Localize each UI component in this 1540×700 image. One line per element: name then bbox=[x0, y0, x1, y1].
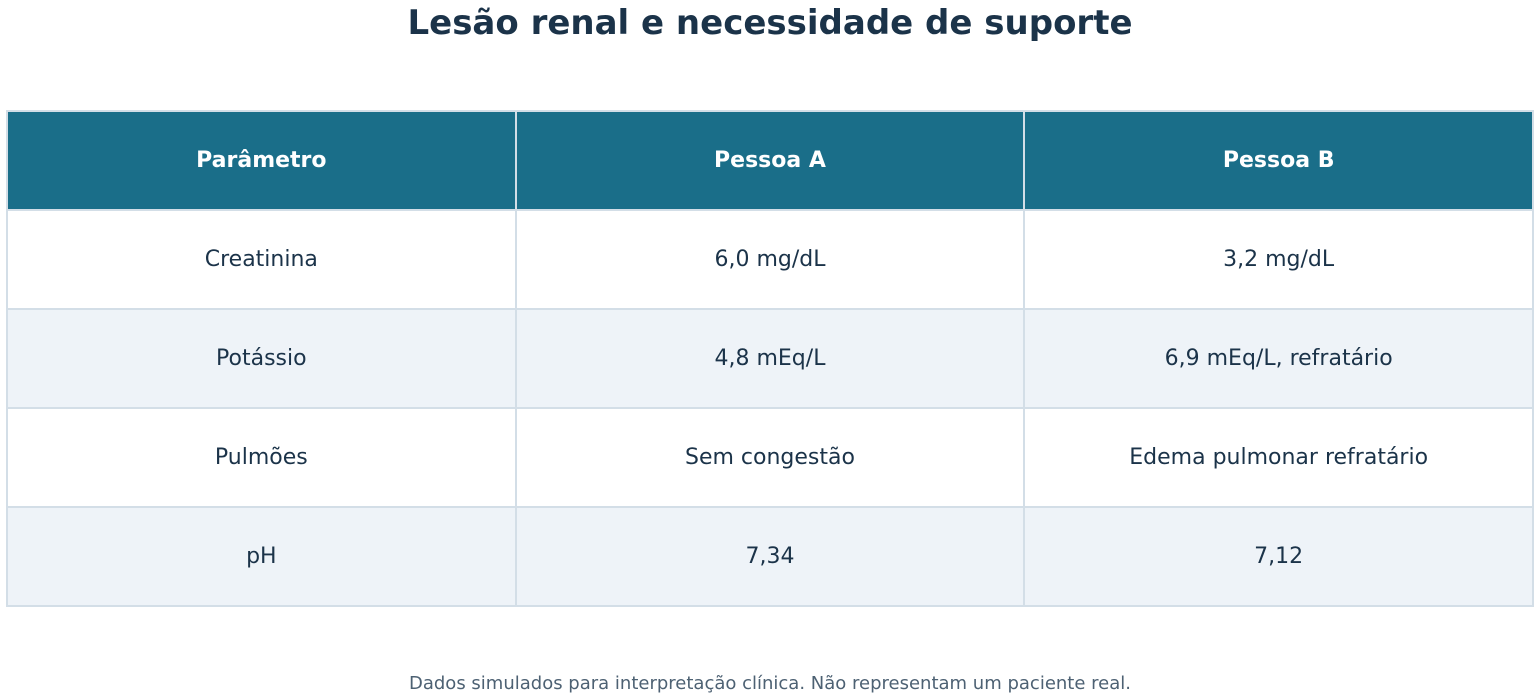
table-row: Creatinina 6,0 mg/dL 3,2 mg/dL bbox=[6, 209, 1534, 310]
header-cell-pessoa-a: Pessoa A bbox=[514, 110, 1026, 211]
table-cell: 7,34 bbox=[514, 506, 1026, 607]
table-cell: 3,2 mg/dL bbox=[1023, 209, 1534, 310]
table-row: Pulmões Sem congestão Edema pulmonar ref… bbox=[6, 407, 1534, 508]
table-cell: 6,0 mg/dL bbox=[514, 209, 1026, 310]
table-cell: 7,12 bbox=[1023, 506, 1534, 607]
table-cell: Potássio bbox=[6, 308, 517, 409]
table-cell: 4,8 mEq/L bbox=[514, 308, 1026, 409]
data-table: Parâmetro Pessoa A Pessoa B Creatinina 6… bbox=[6, 110, 1534, 607]
table-cell: pH bbox=[6, 506, 517, 607]
table-row: Potássio 4,8 mEq/L 6,9 mEq/L, refratário bbox=[6, 308, 1534, 409]
table-cell: Creatinina bbox=[6, 209, 517, 310]
table-cell: Sem congestão bbox=[514, 407, 1026, 508]
header-row: Parâmetro Pessoa A Pessoa B bbox=[6, 110, 1534, 211]
footnote: Dados simulados para interpretação clíni… bbox=[408, 673, 1131, 694]
chart-title: Lesão renal e necessidade de suporte bbox=[407, 3, 1133, 43]
table-cell: Pulmões bbox=[6, 407, 517, 508]
header-cell-parametro: Parâmetro bbox=[6, 110, 517, 211]
table-row: pH 7,34 7,12 bbox=[6, 506, 1534, 607]
table-cell: 6,9 mEq/L, refratário bbox=[1023, 308, 1534, 409]
header-cell-pessoa-b: Pessoa B bbox=[1023, 110, 1534, 211]
table-cell: Edema pulmonar refratário bbox=[1023, 407, 1534, 508]
